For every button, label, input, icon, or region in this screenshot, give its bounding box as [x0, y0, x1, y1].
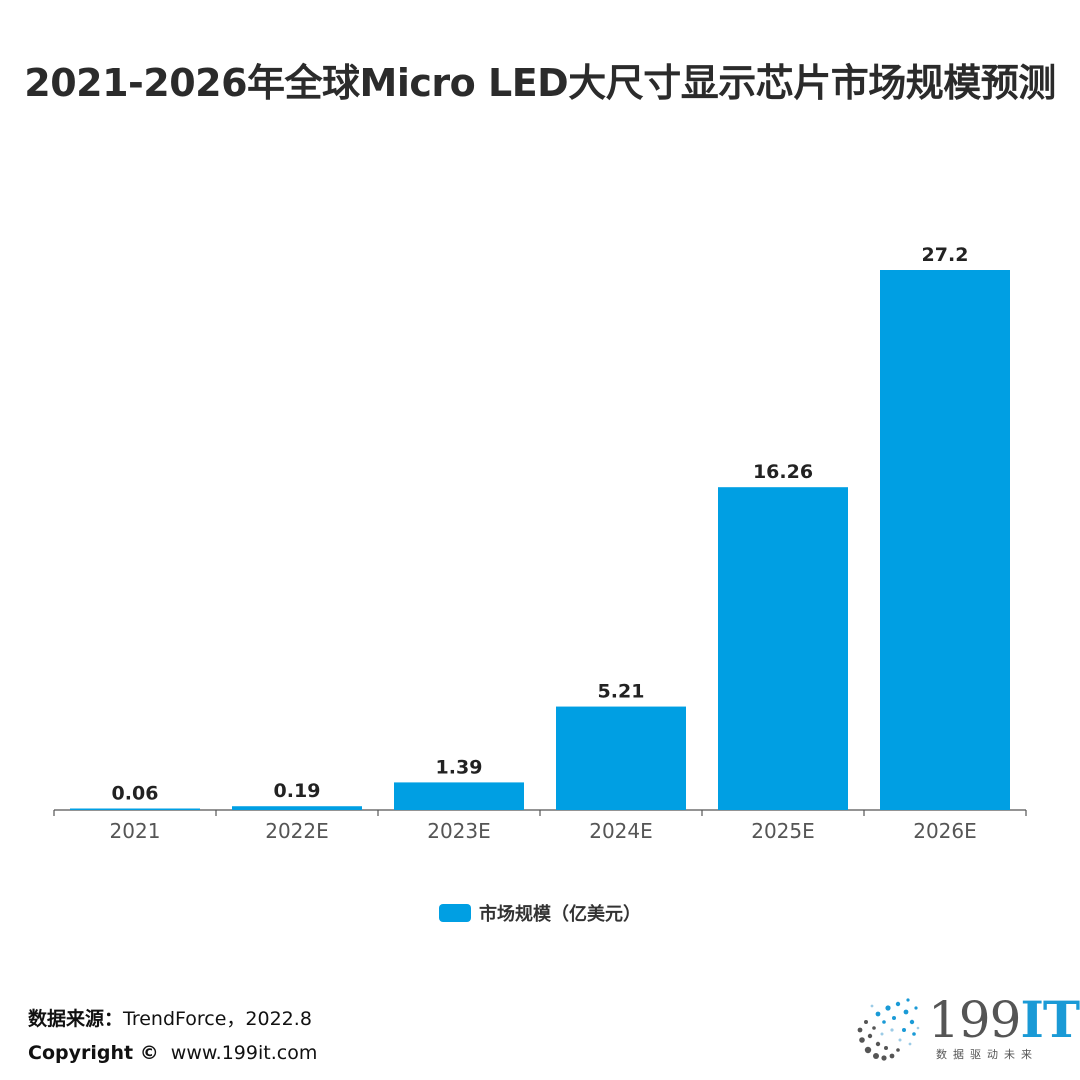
copyright-value: www.199it.com [170, 1042, 318, 1064]
chart-title: 2021-2026年全球Micro LED大尺寸显示芯片市场规模预测 [24, 61, 1056, 105]
bar [394, 782, 524, 810]
copyright-label: Copyright © [28, 1042, 159, 1064]
logo-accent: IT [1020, 990, 1080, 1049]
source-line: 数据来源：TrendForce，2022.8 [28, 1002, 317, 1036]
source-label: 数据来源： [28, 1008, 124, 1030]
bar [880, 270, 1010, 810]
legend: 市场规模（亿美元） [0, 900, 1080, 926]
source-value: TrendForce，2022.8 [123, 1008, 312, 1030]
footer-source: 数据来源：TrendForce，2022.8 Copyright © www.1… [28, 1002, 317, 1070]
data-label: 27.2 [922, 244, 969, 266]
x-tick-label: 2026E [913, 819, 977, 843]
bar [718, 487, 848, 810]
bar [70, 808, 200, 810]
x-tick-label: 2025E [751, 819, 815, 843]
legend-swatch [439, 904, 471, 922]
dot-sphere-logo-icon [857, 998, 920, 1061]
logo-main: 199 [928, 991, 1021, 1049]
legend-label: 市场规模（亿美元） [479, 904, 641, 925]
bar [556, 706, 686, 810]
data-label: 0.19 [274, 780, 321, 802]
copyright-line: Copyright © www.199it.com [28, 1036, 317, 1070]
x-tick-label: 2023E [427, 819, 491, 843]
data-label: 0.06 [112, 783, 159, 805]
bar-chart: 0.06 2021 0.19 2022E 1.39 2023E 5.21 2024E 16.26… [53, 244, 1027, 843]
x-tick-label: 2022E [265, 819, 329, 843]
x-tick-label: 2021 [110, 819, 161, 843]
logo-wordmark: 199IT [928, 990, 1080, 1049]
bar [232, 806, 362, 810]
brand-logo: 199IT 数据驱动未来 [848, 990, 1080, 1070]
x-tick-label: 2024E [589, 819, 653, 843]
data-label: 16.26 [753, 461, 813, 483]
logo-tagline: 数据驱动未来 [936, 1048, 1038, 1061]
data-label: 1.39 [436, 756, 483, 778]
data-label: 5.21 [598, 681, 645, 703]
